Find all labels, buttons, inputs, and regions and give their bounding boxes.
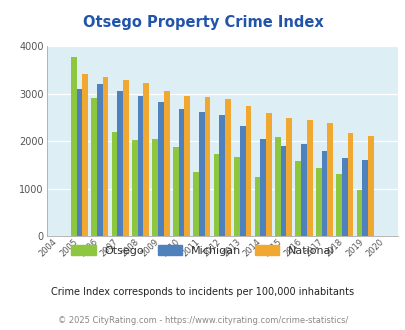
Bar [178,109,184,236]
Bar [367,136,373,236]
Bar [164,91,169,236]
Text: Otsego Property Crime Index: Otsego Property Crime Index [83,15,322,30]
Bar [117,91,123,236]
Bar [132,140,137,236]
Bar [213,154,219,236]
Bar [184,96,190,236]
Bar [82,74,88,236]
Bar [198,112,204,236]
Bar [335,174,341,236]
Bar [143,83,149,236]
Bar [286,118,291,236]
Bar [158,102,164,236]
Bar [152,139,158,236]
Bar [306,120,312,236]
Bar [219,115,225,236]
Bar [265,113,271,236]
Bar [347,133,352,236]
Bar [173,147,178,236]
Bar [326,123,332,236]
Bar [91,98,97,236]
Legend: Otsego, Michigan, National: Otsego, Michigan, National [67,240,338,260]
Bar [225,99,230,236]
Bar [97,84,102,236]
Bar [111,132,117,236]
Bar [280,146,286,236]
Bar [76,89,82,236]
Bar [341,158,347,236]
Bar [361,160,367,236]
Bar [102,77,108,236]
Bar [204,97,210,236]
Bar [245,106,251,236]
Bar [295,161,301,236]
Bar [123,80,128,236]
Bar [274,137,280,236]
Bar [234,157,239,236]
Bar [193,172,198,236]
Text: Crime Index corresponds to incidents per 100,000 inhabitants: Crime Index corresponds to incidents per… [51,287,354,297]
Bar [137,96,143,236]
Text: © 2025 CityRating.com - https://www.cityrating.com/crime-statistics/: © 2025 CityRating.com - https://www.city… [58,316,347,325]
Bar [239,126,245,236]
Bar [356,190,361,236]
Bar [301,145,306,236]
Bar [315,168,321,236]
Bar [70,57,76,236]
Bar [254,177,260,236]
Bar [321,150,326,236]
Bar [260,139,265,236]
